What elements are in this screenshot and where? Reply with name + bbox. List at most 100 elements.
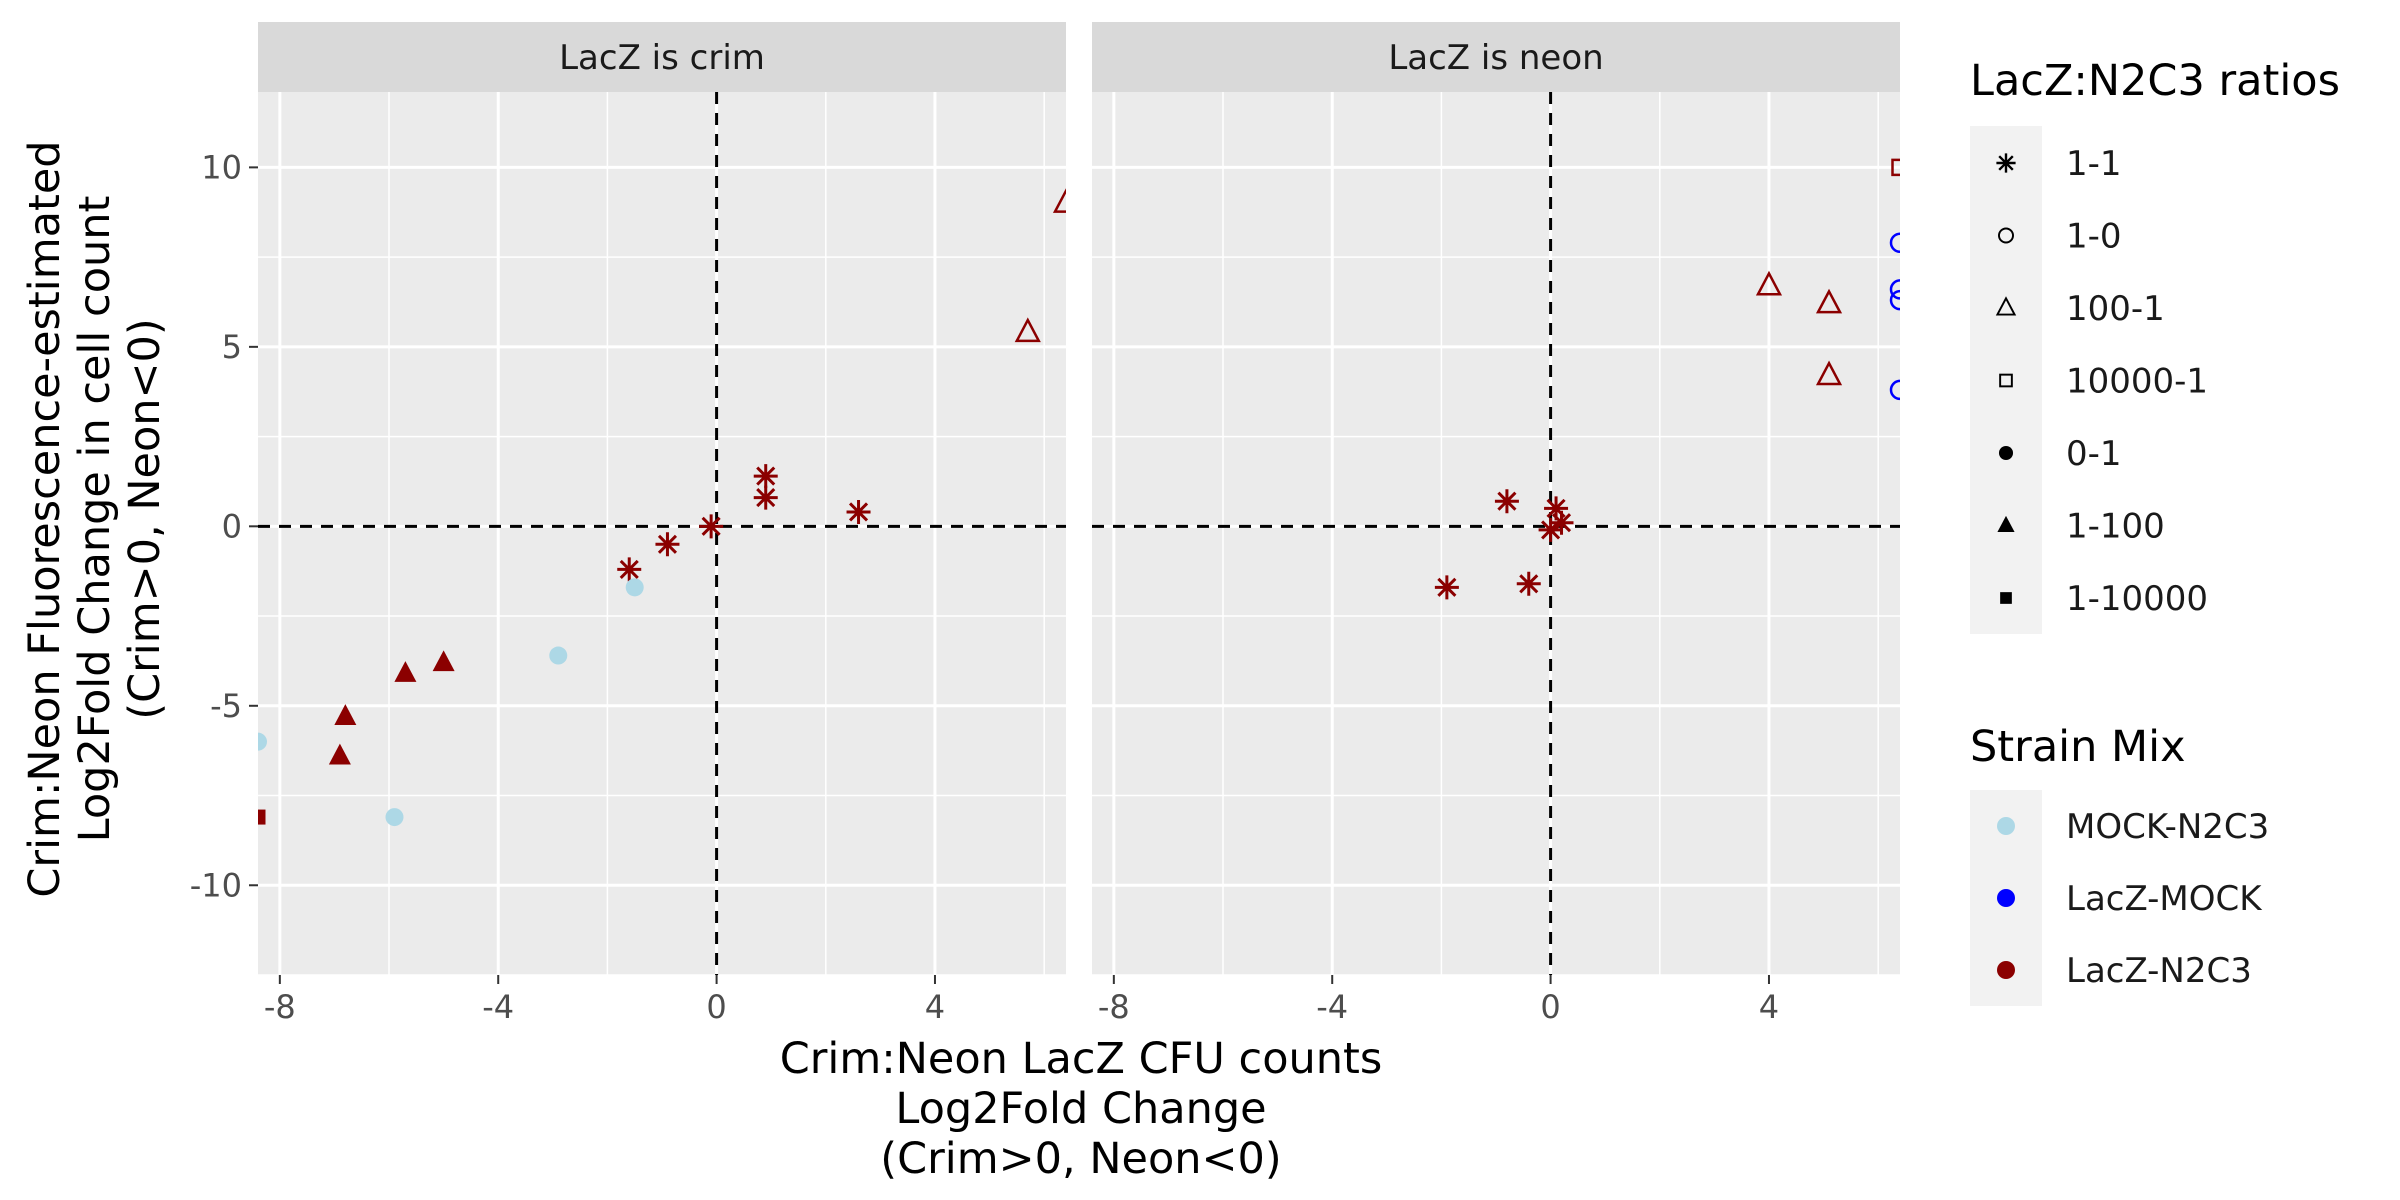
- facet-strip-label: LacZ is neon: [1388, 38, 1603, 78]
- data-point: [753, 464, 778, 489]
- data-point: [1538, 517, 1563, 542]
- y-tick-label: 10: [201, 148, 242, 186]
- shape-legend-key: [1999, 373, 2013, 388]
- y-tick-label: 0: [222, 507, 242, 545]
- shape-legend-item: 1-1: [1996, 144, 2122, 184]
- shape-legend-label: 100-1: [2066, 289, 2165, 329]
- legend-shape-filled-square: [2000, 592, 2012, 604]
- shape-legend-label: 1-10000: [2066, 579, 2208, 619]
- data-point: [1014, 317, 1041, 343]
- data-point: [1544, 496, 1569, 521]
- x-tick-label: -4: [1316, 988, 1348, 1026]
- color-legend-item: LacZ-N2C3: [1997, 951, 2252, 991]
- data-point: [258, 732, 267, 751]
- x-tick-label: -8: [1098, 988, 1130, 1026]
- facet-strip-label: LacZ is crim: [559, 38, 765, 78]
- data-point: [1889, 289, 1900, 311]
- shape-legend-label: 0-1: [2066, 434, 2122, 474]
- data-point: [1052, 188, 1066, 213]
- data-point: [1494, 489, 1519, 514]
- shape-legend-label: 1-1: [2066, 144, 2122, 184]
- legend-shape-filled-circle: [1998, 445, 2014, 461]
- color-legend-title: Strain Mix: [1970, 722, 2186, 772]
- facet-panel-1: LacZ is crim -8 -4 0 4 10 5 0 -5 -10: [190, 22, 1066, 1026]
- y-tick-label: -5: [210, 687, 242, 725]
- data-point: [846, 499, 871, 524]
- shape-legend-key: [1998, 227, 2014, 244]
- shape-legend-key: [1998, 445, 2014, 461]
- shape-legend-label: 1-100: [2066, 507, 2165, 547]
- gridlines: [258, 92, 1066, 975]
- data-point: [1889, 279, 1900, 300]
- y-tick-label: -10: [190, 866, 242, 904]
- legends: LacZ:N2C3 ratios 1-1 1-0 100-1 10000-1 0-1 1-1…: [1970, 56, 2340, 1006]
- color-legend-swatch: [1997, 961, 2015, 979]
- x-axis-title-line-1: Crim:Neon LacZ CFU counts: [780, 1034, 1383, 1084]
- data-point: [1889, 232, 1900, 254]
- shape-legend-keys-bg: [1970, 126, 2042, 634]
- y-axis-title-line-1: Crim:Neon Fluorescence-estimated: [20, 140, 70, 897]
- data-point: [334, 704, 357, 725]
- shape-legend-item: 1-100: [1997, 507, 2165, 547]
- panel-background: [258, 92, 1066, 975]
- legend-shape-asterisk: [1996, 153, 2016, 173]
- shape-legend-item: 1-10000: [2000, 579, 2208, 619]
- x-tick-label: -8: [264, 988, 296, 1026]
- data-point: [258, 809, 266, 825]
- data-point: [394, 661, 417, 682]
- data-point: [1434, 575, 1459, 600]
- shape-legend-label: 10000-1: [2066, 362, 2208, 402]
- data-point: [549, 646, 568, 665]
- color-legend-item: LacZ-MOCK: [1997, 879, 2263, 919]
- color-legend-label: LacZ-MOCK: [2066, 879, 2263, 919]
- data-points: [258, 188, 1066, 827]
- data-point: [1815, 360, 1843, 386]
- color-legend-swatch: [1997, 889, 2015, 907]
- x-axis-title-line-2: Log2Fold Change: [895, 1084, 1266, 1134]
- shape-legend-key: [1995, 296, 2017, 316]
- data-point: [617, 557, 642, 582]
- shape-legend-label: 1-0: [2066, 217, 2122, 257]
- data-point: [625, 578, 644, 597]
- shape-legend-title: LacZ:N2C3 ratios: [1970, 56, 2340, 106]
- shape-legend-item: 0-1: [1998, 434, 2122, 474]
- facet-panel-2: LacZ is neon -8 -4 0 4: [1092, 22, 1900, 1026]
- panel-background: [1092, 92, 1900, 975]
- facet-strip: [1092, 22, 1900, 92]
- x-axis-title-line-3: (Crim>0, Neon<0): [880, 1134, 1281, 1184]
- color-legend-label: MOCK-N2C3: [2066, 807, 2269, 847]
- data-point: [432, 650, 455, 672]
- y-axis-title-line-3: (Crim>0, Neon<0): [120, 318, 170, 719]
- shape-legend-item: 100-1: [1995, 289, 2165, 329]
- legend-shape-open-triangle: [1995, 296, 2017, 316]
- data-point: [1891, 158, 1900, 177]
- x-tick-label: 4: [1759, 988, 1779, 1026]
- color-legend-swatch: [1997, 817, 2015, 835]
- axis-titles: Crim:Neon LacZ CFU counts Log2Fold Chang…: [20, 140, 1382, 1184]
- data-point: [655, 532, 680, 557]
- legend-shape-open-circle: [1998, 227, 2014, 244]
- shape-legend-key: [2000, 592, 2012, 604]
- data-point: [1889, 379, 1900, 401]
- shape-legend-key: [1996, 153, 2016, 173]
- data-point: [1549, 510, 1574, 535]
- data-point: [1755, 270, 1783, 296]
- x-tick-label: -4: [482, 988, 514, 1026]
- x-tick-label: 0: [1540, 988, 1560, 1026]
- data-point: [699, 514, 724, 539]
- data-point: [1815, 288, 1843, 314]
- color-legend-label: LacZ-N2C3: [2066, 951, 2252, 991]
- legend-shape-open-square: [1999, 373, 2013, 388]
- y-axis-title-line-2: Log2Fold Change in cell count: [70, 196, 120, 843]
- facet-strip: [258, 22, 1066, 92]
- shape-legend-key: [1997, 515, 2015, 533]
- x-tick-label: 4: [925, 988, 945, 1026]
- shape-legend-item: 1-0: [1998, 217, 2122, 257]
- data-point: [753, 485, 778, 510]
- data-point: [1516, 571, 1541, 596]
- y-tick-label: 5: [222, 328, 242, 366]
- data-point: [328, 743, 351, 765]
- legend-shape-filled-triangle: [1997, 515, 2015, 533]
- color-legend-item: MOCK-N2C3: [1997, 807, 2269, 847]
